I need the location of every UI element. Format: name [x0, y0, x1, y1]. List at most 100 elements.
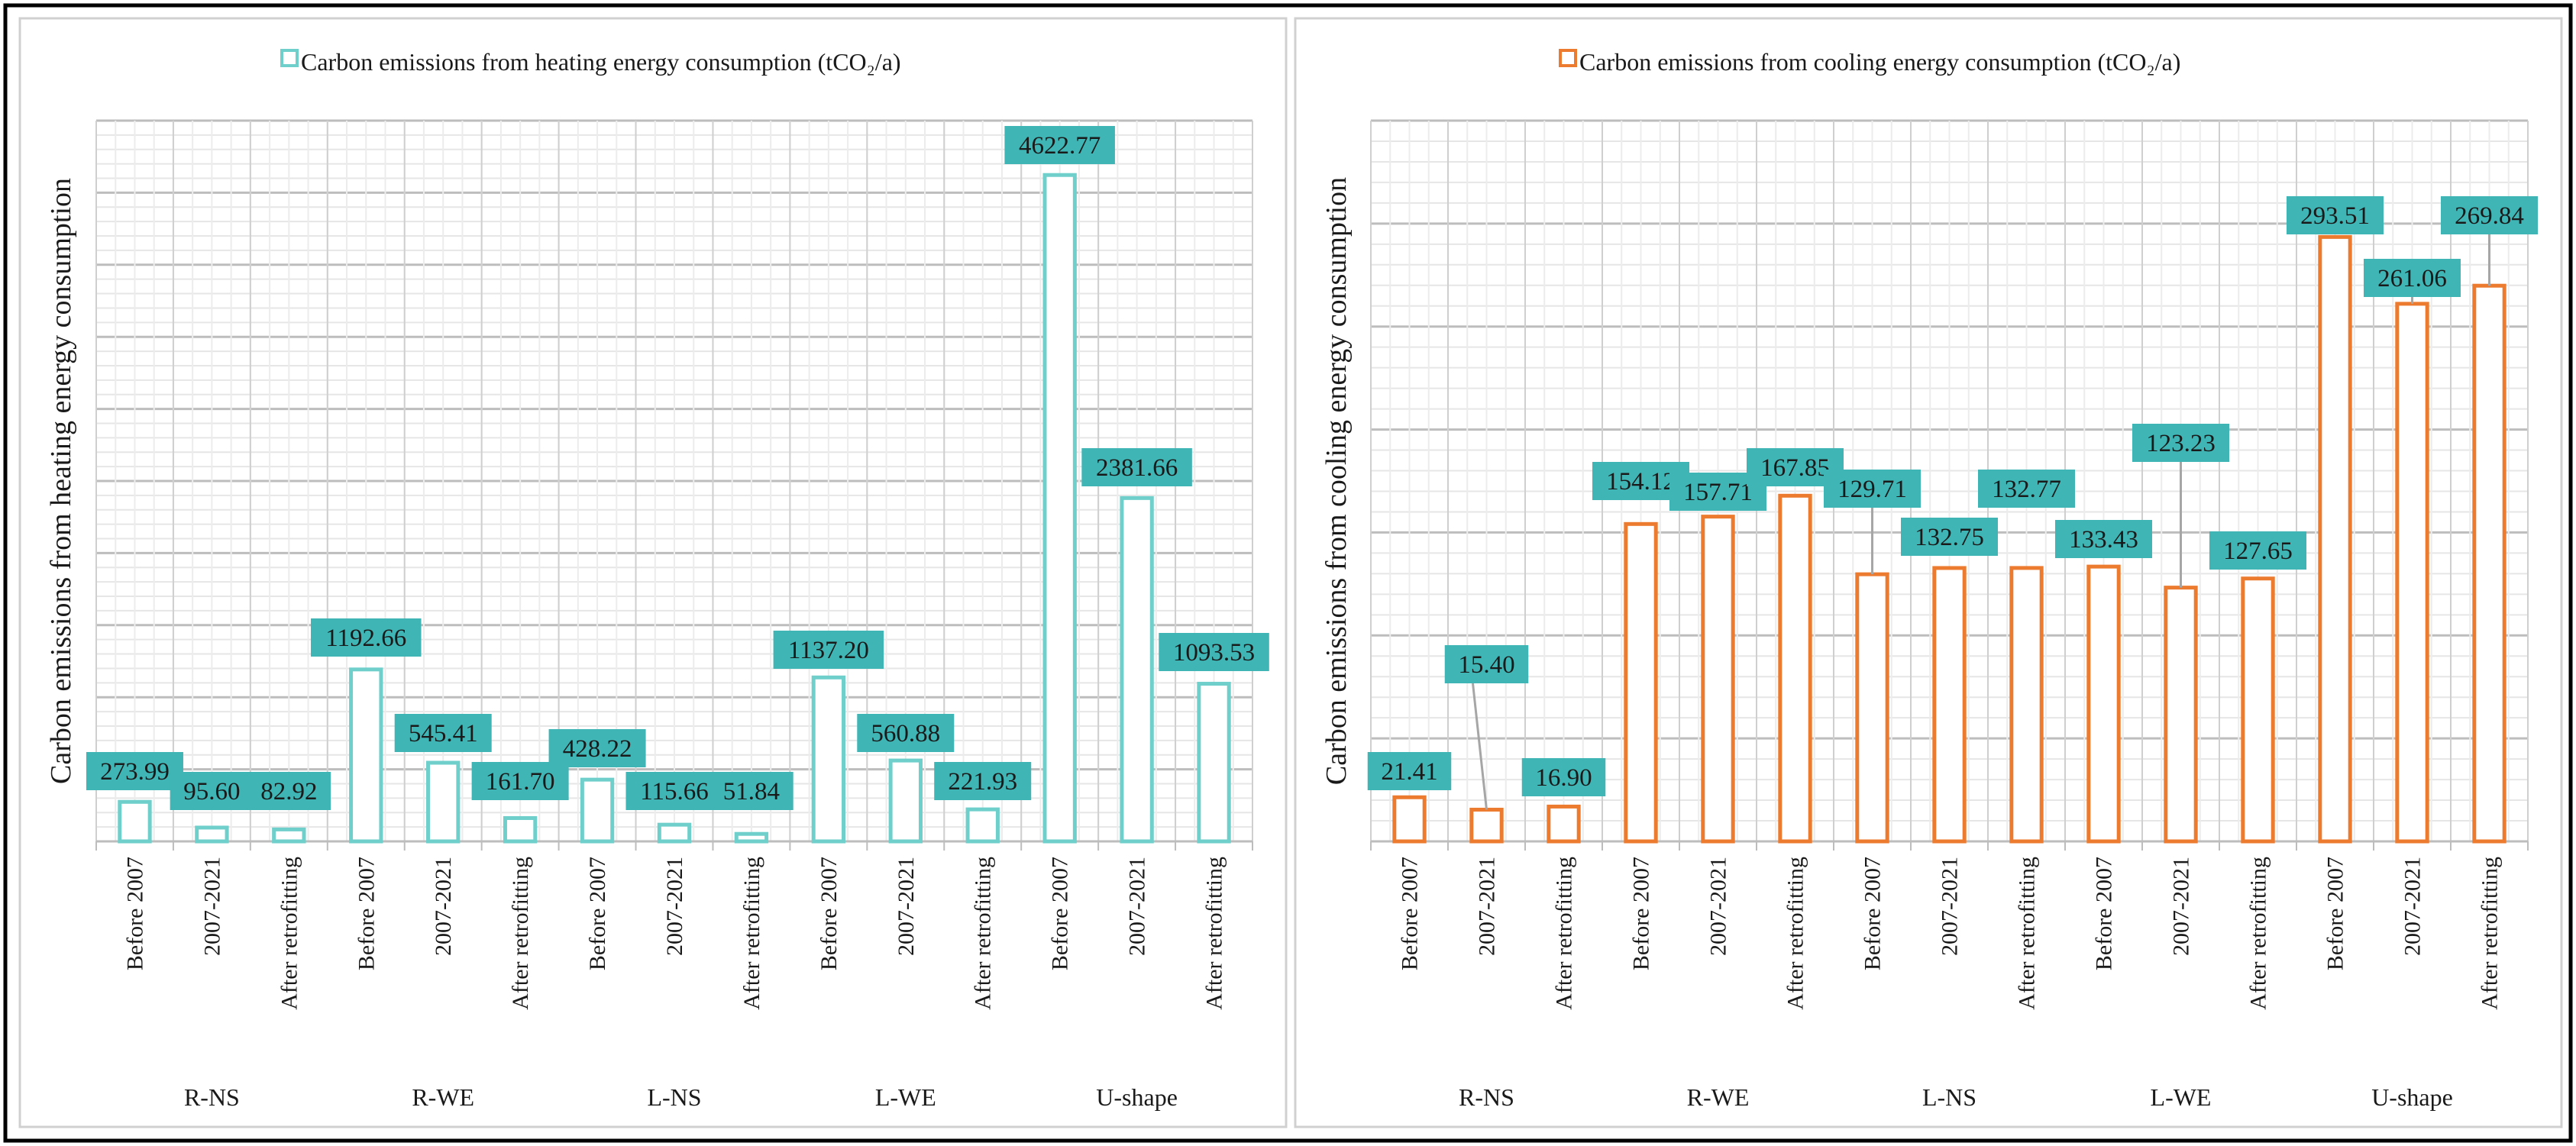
data-label-box: [1521, 758, 1606, 796]
data-label: 161.70: [471, 762, 569, 800]
data-label-text: 167.85: [1760, 454, 1830, 482]
data-label: 132.77: [1978, 470, 2075, 508]
data-label: 1192.66: [311, 618, 422, 657]
data-label-text: 1137.20: [788, 637, 869, 664]
data-label: 4622.77: [1004, 126, 1115, 164]
data-label-box: [311, 618, 422, 657]
group-label: L-WE: [875, 1083, 936, 1111]
data-label-text: 428.22: [563, 735, 632, 763]
data-label-text: 545.41: [409, 720, 478, 747]
data-label: 95.60: [170, 772, 254, 810]
data-label: 293.51: [2287, 196, 2384, 234]
data-label-text: 1192.66: [325, 625, 406, 652]
data-label: 21.41: [1367, 752, 1452, 790]
group-label: R-WE: [1687, 1083, 1750, 1111]
data-label: 15.40: [1444, 645, 1529, 683]
bar-r-ns-0: [118, 799, 152, 844]
data-label-text: 4622.77: [1019, 132, 1101, 160]
data-label-box: [247, 772, 331, 810]
bar-l-ns-1: [657, 822, 692, 844]
bar-u-shape-0: [2318, 234, 2352, 844]
bar-u-shape-2: [1197, 682, 1231, 844]
bars: [1392, 234, 2507, 844]
group-label: U-shape: [2371, 1083, 2453, 1111]
x-tick-label: Before 2007: [1048, 857, 1073, 970]
bar-r-we-0: [1624, 521, 1658, 844]
data-label-box: [2132, 424, 2229, 462]
bar-l-ns-2: [734, 831, 769, 844]
x-tick-label: Before 2007: [2323, 857, 2348, 970]
bar-l-we-2: [2241, 576, 2275, 844]
group-label: R-WE: [412, 1083, 474, 1111]
data-label-box: [471, 762, 569, 800]
x-tick-label: 2007-2021: [1475, 857, 1500, 956]
data-label-box: [2287, 196, 2384, 234]
group-label: L-WE: [2151, 1083, 2212, 1111]
x-tick-label: After retrofitting: [2477, 857, 2503, 1010]
data-label-text: 132.77: [1992, 476, 2061, 503]
data-label-box: [86, 752, 183, 790]
data-label: 132.75: [1901, 518, 1998, 556]
cooling-emissions-chart: Carbon emissions from cooling energy con…: [1320, 48, 2538, 1111]
data-label-text: 157.71: [1683, 479, 1753, 506]
bars: [118, 173, 1231, 844]
data-label-text: 21.41: [1381, 758, 1437, 786]
gridlines: [95, 119, 1253, 843]
legend-swatch: [1559, 49, 1577, 67]
x-tick-label: Before 2007: [2092, 857, 2117, 970]
group-labels: R-NS R-WE L-NS L-WE U-shape: [1459, 1083, 2453, 1111]
y-axis-label: Carbon emissions from cooling energy con…: [1320, 177, 1353, 785]
bar-r-ns-0: [1392, 795, 1427, 844]
data-label: 545.41: [394, 714, 492, 752]
data-label-box: [1901, 518, 1998, 556]
data-label-text: 127.65: [2223, 537, 2293, 565]
bar-r-ns-1: [1469, 807, 1504, 844]
data-label-text: 15.40: [1458, 651, 1514, 679]
bar-l-we-0: [2086, 564, 2121, 844]
data-label: 51.84: [709, 772, 793, 810]
x-tick-label: Before 2007: [354, 857, 379, 970]
bar-l-ns-1: [1932, 566, 1967, 844]
data-label: 133.43: [2055, 520, 2152, 558]
bar-r-we-2: [503, 815, 538, 844]
data-label-box: [1367, 752, 1452, 790]
bar-l-we-0: [811, 675, 846, 844]
bar-r-ns-2: [272, 827, 306, 844]
bar-u-shape-2: [2472, 283, 2507, 844]
x-tick-label: Before 2007: [122, 857, 147, 970]
bar-l-ns-2: [2009, 566, 2044, 844]
x-tick-label: After retrofitting: [1552, 857, 1577, 1010]
right-panel-border: [1294, 17, 2563, 1128]
data-label-text: 221.93: [948, 768, 1017, 796]
data-label-text: 16.90: [1535, 764, 1592, 792]
x-tick-label: After retrofitting: [739, 857, 764, 1010]
data-label: 428.22: [548, 729, 646, 767]
data-label: 167.85: [1747, 448, 1844, 486]
data-label: 2381.66: [1081, 448, 1192, 486]
x-tick-label: Before 2007: [1398, 857, 1423, 970]
data-labels: 273.99 95.60 82.92 1192.66 545.41 161.70 428.2…: [86, 126, 1269, 810]
data-label-text: 261.06: [2377, 265, 2447, 292]
group-label: R-NS: [184, 1083, 240, 1111]
data-label-box: [394, 714, 492, 752]
x-tick-label: Before 2007: [585, 857, 610, 970]
data-label-box: [857, 714, 955, 752]
data-label-box: [2441, 196, 2538, 234]
group-labels: R-NS R-WE L-NS L-WE U-shape: [184, 1083, 1178, 1111]
x-tick-labels: Before 2007 2007-2021 After retrofitting Be…: [122, 857, 1227, 1010]
x-tick-label: 2007-2021: [1706, 857, 1731, 956]
data-label-box: [2209, 531, 2306, 570]
data-label: 123.23: [2132, 424, 2229, 462]
bar-l-we-1: [888, 758, 923, 844]
x-tick-label: After retrofitting: [2246, 857, 2271, 1010]
data-label-box: [1978, 470, 2075, 508]
data-label-box: [170, 772, 254, 810]
bar-u-shape-1: [2395, 302, 2429, 844]
data-label-text: 269.84: [2455, 202, 2524, 230]
data-label-text: 2381.66: [1096, 454, 1178, 482]
data-label-box: [2055, 520, 2152, 558]
data-label-box: [1444, 645, 1529, 683]
data-label-box: [1004, 126, 1115, 164]
bar-r-we-0: [349, 667, 383, 844]
data-label-box: [625, 772, 723, 810]
